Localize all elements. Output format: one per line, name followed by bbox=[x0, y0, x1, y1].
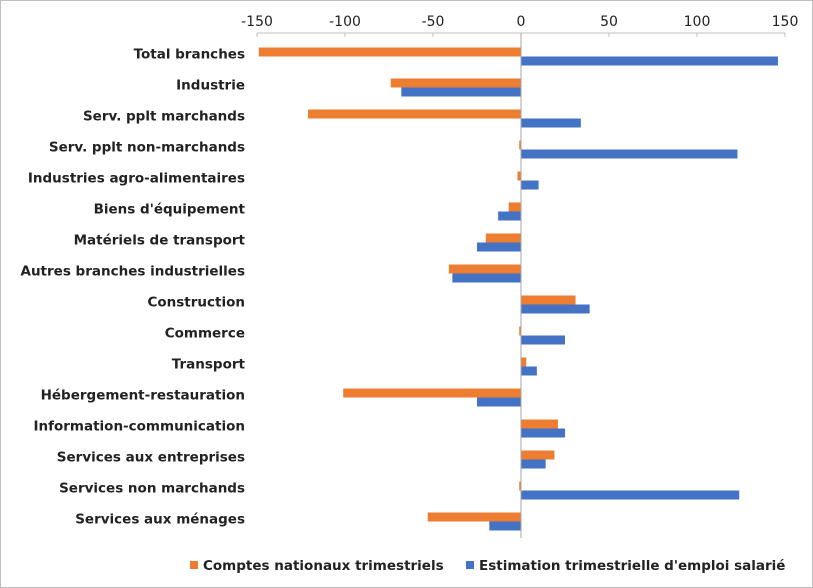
y-tick-label: Biens d'équipement bbox=[94, 202, 246, 218]
bar bbox=[521, 357, 527, 367]
y-tick-label: Industries agro-alimentaires bbox=[28, 171, 245, 187]
bar bbox=[521, 366, 537, 376]
x-tick-label: -150 bbox=[241, 14, 273, 30]
bar bbox=[521, 295, 576, 305]
y-tick-label: Services aux ménages bbox=[75, 512, 245, 528]
y-tick-label: Serv. pplt marchands bbox=[83, 109, 245, 125]
legend-label: Estimation trimestrielle d'emploi salari… bbox=[479, 558, 785, 574]
x-tick-label: -100 bbox=[329, 14, 361, 30]
bar bbox=[519, 140, 521, 150]
y-tick-label: Hébergement-restauration bbox=[41, 388, 245, 404]
x-tick-label: 100 bbox=[684, 14, 711, 30]
bar bbox=[390, 78, 521, 88]
y-tick-label: Information-communication bbox=[33, 419, 245, 435]
y-tick-label: Matériels de transport bbox=[74, 233, 246, 249]
bar bbox=[521, 180, 539, 190]
y-tick-label: Transport bbox=[172, 357, 246, 373]
y-tick-label: Autres branches industrielles bbox=[21, 264, 246, 280]
bar bbox=[498, 211, 521, 221]
bar bbox=[477, 242, 521, 252]
bar bbox=[519, 481, 521, 491]
bar bbox=[477, 397, 521, 407]
bar bbox=[521, 450, 555, 460]
bar bbox=[448, 264, 521, 274]
bar bbox=[452, 273, 521, 283]
y-tick-label: Services aux entreprises bbox=[57, 450, 245, 466]
bar bbox=[485, 233, 521, 243]
bar bbox=[517, 171, 521, 181]
legend-label: Comptes nationaux trimestriels bbox=[203, 558, 444, 574]
y-tick-label: Total branches bbox=[134, 47, 245, 63]
bar bbox=[401, 87, 521, 97]
bar bbox=[508, 202, 521, 212]
bar bbox=[521, 419, 558, 429]
bar bbox=[308, 109, 521, 119]
bar bbox=[521, 304, 590, 314]
x-tick-label: 50 bbox=[600, 14, 618, 30]
x-tick-label: 150 bbox=[772, 14, 799, 30]
y-tick-label: Industrie bbox=[176, 78, 245, 94]
y-tick-label: Commerce bbox=[165, 326, 245, 342]
bar bbox=[521, 459, 546, 469]
bar bbox=[521, 428, 565, 438]
bar bbox=[521, 56, 778, 66]
bar bbox=[258, 47, 521, 57]
y-tick-label: Serv. pplt non-marchands bbox=[49, 140, 245, 156]
bar bbox=[343, 388, 521, 398]
legend-swatch bbox=[466, 561, 474, 569]
x-tick-label: 0 bbox=[517, 14, 526, 30]
bar bbox=[427, 512, 521, 522]
x-tick-label: -50 bbox=[422, 14, 445, 30]
bar bbox=[519, 326, 521, 336]
bar bbox=[521, 118, 581, 128]
bar bbox=[489, 521, 521, 531]
y-tick-label: Services non marchands bbox=[59, 481, 245, 497]
bar bbox=[521, 149, 738, 159]
bar bbox=[521, 335, 565, 345]
bar bbox=[521, 490, 740, 500]
y-tick-label: Construction bbox=[147, 295, 245, 311]
legend-swatch bbox=[190, 561, 198, 569]
